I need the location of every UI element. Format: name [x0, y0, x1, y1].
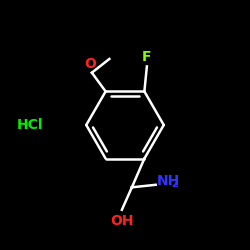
- Text: OH: OH: [110, 214, 134, 228]
- Text: O: O: [84, 57, 96, 71]
- Text: 2: 2: [172, 179, 178, 189]
- Text: HCl: HCl: [17, 118, 43, 132]
- Text: NH: NH: [157, 174, 180, 188]
- Text: F: F: [142, 50, 152, 64]
